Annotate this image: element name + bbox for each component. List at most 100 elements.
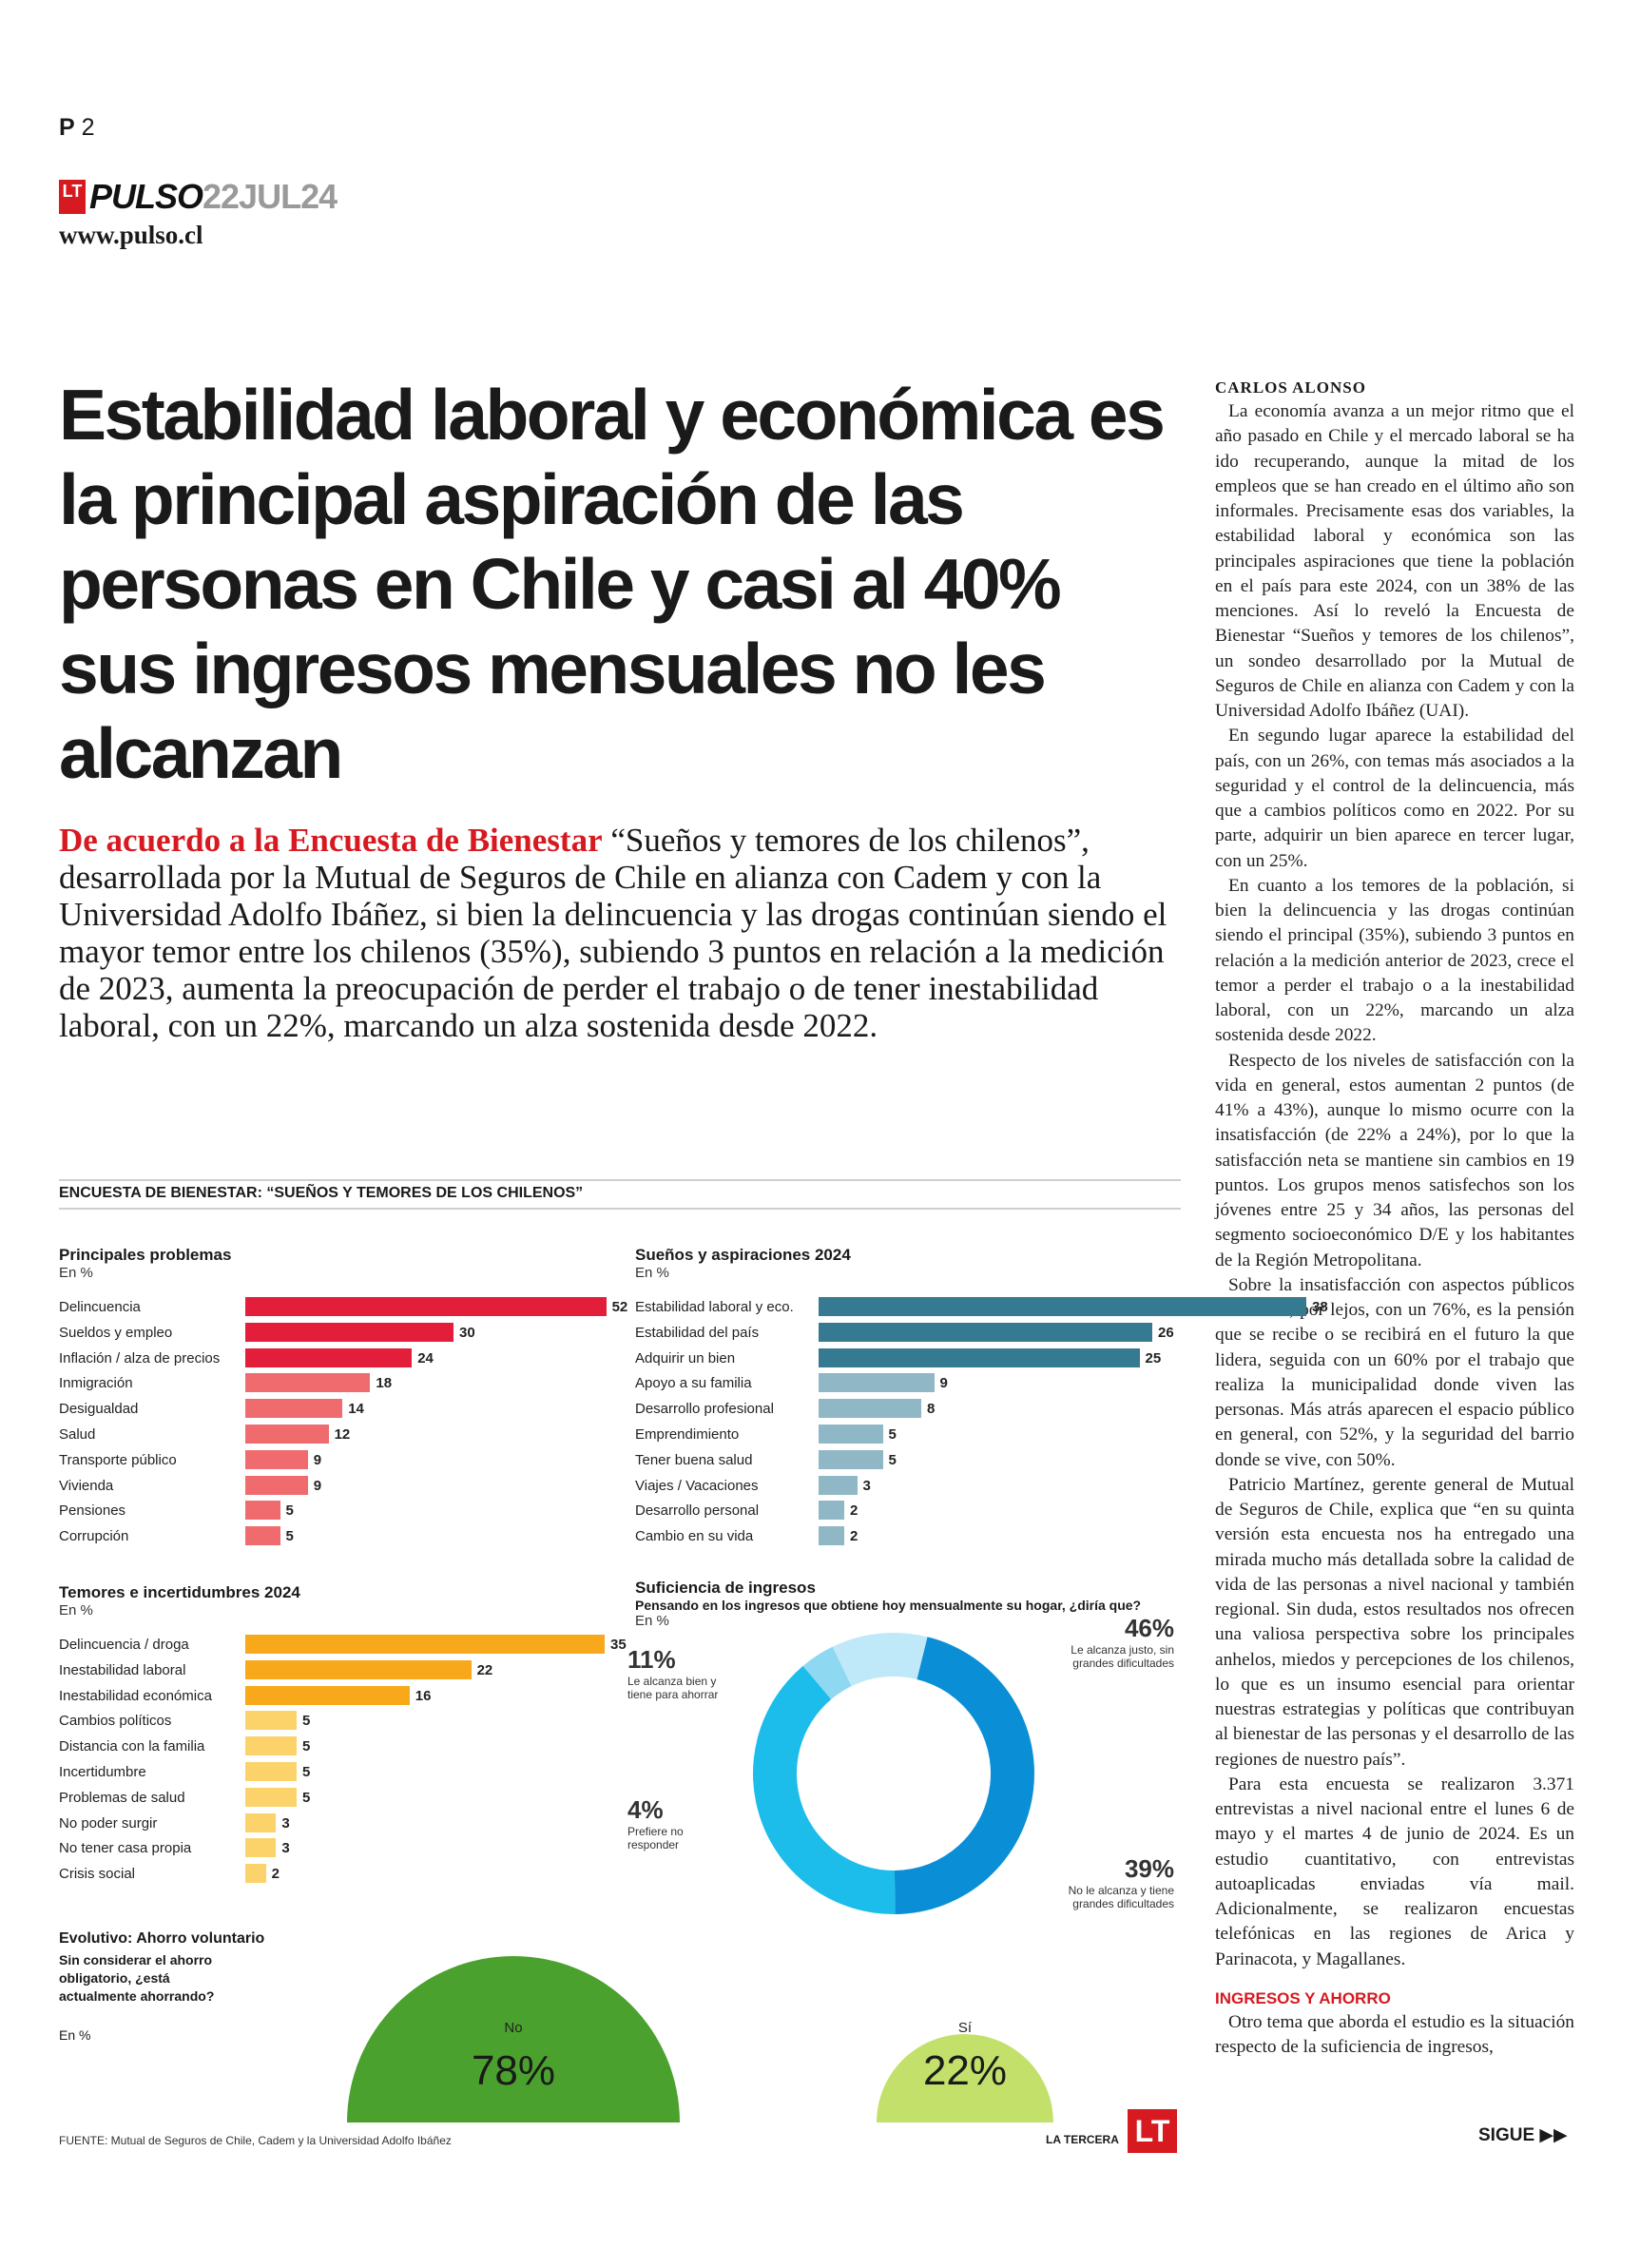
bubble-category: No [504,2020,522,2036]
bubble-value: 78% [472,2047,555,2094]
bar [245,1736,297,1756]
bar [819,1297,1306,1316]
bar-label: Inestabilidad económica [59,1687,212,1704]
chart-principales-problemas: Principales problemas En % Delincuencia 5… [59,1246,629,1560]
bar-label: Sueldos y empleo [59,1324,173,1341]
bar-row: Cambio en su vida 2 [635,1526,1206,1546]
bar [245,1322,453,1342]
bar [245,1526,280,1546]
bar-value: 9 [313,1477,322,1494]
donut-label-text: No le alcanza y tiene grandes dificultad… [1068,1884,1174,1910]
lead-paragraph: De acuerdo a la Encuesta de Bienestar “S… [59,822,1200,1044]
bar-row: Salud 12 [59,1425,629,1444]
bar [245,1685,410,1705]
bar-value: 12 [334,1426,351,1443]
bar [245,1635,605,1654]
chart-title: Suficiencia de ingresos [635,1579,816,1597]
byline: CARLOS ALONSO [1215,378,1366,397]
bubble-chart: No 78% Sí 22% [347,1956,1053,2123]
bar-label: Inmigración [59,1375,133,1392]
page-number: P 2 [59,114,95,141]
bar-label: Adquirir un bien [635,1349,736,1367]
chart-suficiencia-header: Suficiencia de ingresos Pensando en los … [635,1579,1206,1629]
bar [245,1787,297,1807]
bubble [347,1956,680,2123]
bar [245,1297,607,1316]
bar [245,1449,308,1469]
bar-value: 35 [610,1637,627,1653]
bar-label: Incertidumbre [59,1764,146,1780]
bar [245,1399,343,1419]
bar-label: Salud [59,1426,96,1443]
bar-value: 22 [476,1661,493,1678]
bar [245,1501,280,1521]
chart-title: Principales problemas [59,1246,232,1264]
bar-label: No tener casa propia [59,1840,192,1857]
donut-slice [802,1646,852,1700]
donut-label-text: Prefiere no responder [627,1825,684,1851]
bar [819,1347,1140,1367]
chart-title: Temores e incertidumbres 2024 [59,1583,300,1601]
bar-label: Distancia con la familia [59,1738,205,1755]
bar-row: Emprendimiento 5 [635,1425,1206,1444]
bar [819,1526,844,1546]
bar-label: Tener buena salud [635,1451,753,1468]
chart-unit: En % [59,1602,93,1619]
bar [819,1322,1152,1342]
body-paragraph: La economía avanza a un mejor ritmo que … [1215,401,1574,721]
lead-highlight: De acuerdo a la Encuesta de Bienestar [59,822,603,859]
donut-label-text: Le alcanza bien y tiene para ahorrar [627,1675,719,1701]
bar-row: Cambios políticos 5 [59,1711,629,1731]
bar-label: No poder surgir [59,1814,158,1832]
bar [245,1711,297,1731]
bar-value: 3 [281,1814,290,1832]
bar-value: 24 [417,1349,434,1367]
bar [245,1425,329,1444]
bar-row: Adquirir un bien 25 [635,1347,1206,1367]
body-paragraph: En segundo lugar aparece la estabilidad … [1215,726,1574,871]
bar-label: Desarrollo personal [635,1502,760,1520]
bar-label: Viajes / Vacaciones [635,1477,759,1494]
website-link[interactable]: www.pulso.cl [59,221,203,249]
bar-label: Estabilidad del país [635,1324,760,1341]
bar [819,1475,858,1495]
bar [819,1449,883,1469]
bar-row: Apoyo a su familia 9 [635,1373,1206,1393]
bar-row: No poder surgir 3 [59,1812,629,1832]
bar-value: 5 [285,1528,294,1545]
bar-row: Estabilidad laboral y eco. 38 [635,1297,1328,1316]
bar-row: Delincuencia 52 [59,1297,629,1316]
bubble-category: Sí [958,2020,973,2036]
chart-unit: En % [59,2027,91,2043]
bar-row: Viajes / Vacaciones 3 [635,1475,1206,1495]
donut-label-value: 46% [1124,1614,1174,1642]
bar-label: Cambios políticos [59,1713,172,1730]
body-paragraph: Otro tema que aborda el estudio es la si… [1215,2011,1574,2057]
chart-title: Sueños y aspiraciones 2024 [635,1246,851,1264]
bar [245,1475,308,1495]
bar [819,1501,844,1521]
bar-value: 5 [285,1502,294,1520]
bar-value: 5 [888,1451,897,1468]
bar-label: Pensiones [59,1502,126,1520]
bar-row: Sueldos y empleo 30 [59,1322,629,1342]
bar-row: No tener casa propia 3 [59,1838,629,1858]
bar-row: Desigualdad 14 [59,1399,629,1419]
bar-value: 25 [1145,1349,1162,1367]
body-paragraph: En cuanto a los temores de la población,… [1215,875,1574,1046]
bar-label: Vivienda [59,1477,114,1494]
bar-value: 5 [302,1738,311,1755]
bar-row: Inflación / alza de precios 24 [59,1347,629,1367]
footer-brand: LA TERCERA [1046,2133,1119,2146]
bar-value: 18 [376,1375,393,1392]
bar-label: Emprendimiento [635,1426,740,1443]
infographic-rule [59,1179,1181,1181]
bar [819,1373,935,1393]
donut-label: 39% No le alcanza y tiene grandes dificul… [1060,1854,1174,1910]
bar-value: 38 [1312,1299,1328,1315]
newspaper-masthead: LT PULSO 22JUL24 [59,179,338,215]
body-paragraph: Para esta encuesta se realizaron 3.371 e… [1215,1774,1574,1969]
donut-label: 46% Le alcanza justo, sin grandes dificul… [1060,1614,1174,1670]
bar-label: Corrupción [59,1528,129,1545]
bar-row: Problemas de salud 5 [59,1787,629,1807]
